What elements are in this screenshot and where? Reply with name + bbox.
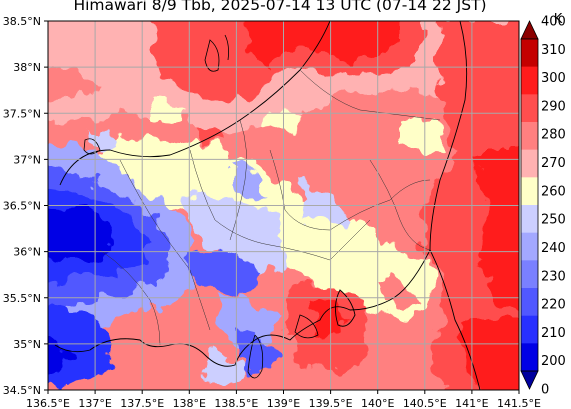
x-tick-label: 137.5°E bbox=[120, 397, 164, 409]
colorbar: 400 310 300 290 280 270 260 250 240 230 220 210 200 0 bbox=[520, 15, 566, 398]
x-tick-label: 140°E bbox=[361, 397, 394, 409]
colorbar-extend-max bbox=[520, 20, 539, 40]
colorbar-segment bbox=[521, 149, 538, 178]
colorbar-label: 230 bbox=[541, 269, 566, 284]
x-tick-label: 137°E bbox=[78, 397, 111, 409]
x-tick-label: 139°E bbox=[267, 397, 300, 409]
colorbar-label: 240 bbox=[541, 241, 566, 256]
colorbar-label: 250 bbox=[541, 213, 566, 228]
colorbar-unit: K bbox=[554, 12, 563, 27]
map-title: Himawari 8/9 Tbb, 2025-07-14 13 UTC (07-… bbox=[73, 0, 487, 14]
y-tick-label: 37.5°N bbox=[3, 107, 41, 120]
colorbar-label: 400 bbox=[541, 15, 566, 30]
y-tick-label: 36°N bbox=[13, 246, 41, 259]
y-tick-label: 38.5°N bbox=[3, 15, 41, 28]
colorbar-frame bbox=[520, 38, 539, 372]
colorbar-segment bbox=[521, 288, 538, 316]
brightness-temperature-field bbox=[48, 21, 519, 390]
colorbar-segment bbox=[521, 232, 538, 261]
colorbar-label: 210 bbox=[541, 326, 566, 341]
y-tick-label: 35°N bbox=[13, 338, 41, 351]
colorbar-extend-min bbox=[520, 370, 539, 390]
colorbar-segment bbox=[521, 66, 538, 95]
x-tick-label: 139.5°E bbox=[309, 397, 353, 409]
colorbar-label: 200 bbox=[541, 354, 566, 369]
colorbar-segment bbox=[521, 205, 538, 233]
latitude-ticks: 38.5°N 38°N 37.5°N 37°N 36.5°N 36°N 35.5°N 35°N… bbox=[3, 15, 48, 397]
x-tick-label: 140.5°E bbox=[403, 397, 447, 409]
colorbar-label: 280 bbox=[541, 128, 566, 143]
colorbar-segment bbox=[521, 94, 538, 123]
colorbar-label: 260 bbox=[541, 184, 566, 199]
x-tick-label: 138.5°E bbox=[214, 397, 258, 409]
y-tick-label: 34.5°N bbox=[3, 384, 41, 397]
colorbar-label: 270 bbox=[541, 156, 566, 171]
colorbar-segment bbox=[521, 315, 538, 344]
y-tick-label: 37°N bbox=[13, 153, 41, 166]
x-tick-label: 138°E bbox=[173, 397, 206, 409]
colorbar-label: 300 bbox=[541, 71, 566, 86]
colorbar-label: 310 bbox=[541, 43, 566, 58]
longitude-ticks: 136.5°E 137°E 137.5°E 138°E 138.5°E 139°E 139.… bbox=[26, 390, 541, 409]
lat-lon-grid bbox=[48, 21, 519, 390]
colorbar-label: 0 bbox=[541, 383, 549, 398]
colorbar-segment bbox=[521, 343, 538, 372]
y-tick-label: 35.5°N bbox=[3, 292, 41, 305]
colorbar-segment bbox=[521, 260, 538, 289]
x-tick-label: 141.5°E bbox=[497, 397, 541, 409]
x-tick-label: 136.5°E bbox=[26, 397, 70, 409]
x-tick-label: 141°E bbox=[455, 397, 488, 409]
coastlines bbox=[54, 21, 481, 390]
y-tick-label: 36.5°N bbox=[3, 200, 41, 213]
colorbar-label: 220 bbox=[541, 298, 566, 313]
colorbar-segment bbox=[521, 122, 538, 150]
colorbar-segment bbox=[521, 39, 538, 67]
colorbar-label: 290 bbox=[541, 99, 566, 114]
y-tick-label: 38°N bbox=[13, 61, 41, 74]
colorbar-segment bbox=[521, 177, 538, 206]
